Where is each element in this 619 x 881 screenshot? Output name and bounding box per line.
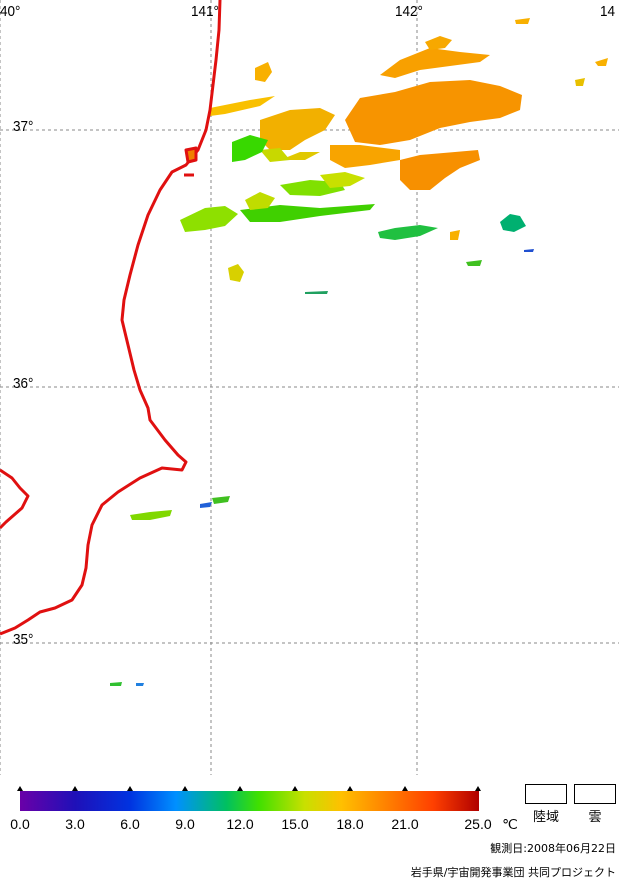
cloud-legend-swatch [574, 784, 616, 804]
legend-tick [402, 786, 408, 791]
legend-tick-label: 9.0 [175, 816, 195, 832]
coastline [0, 0, 222, 636]
legend-tick-label: 12.0 [226, 816, 254, 832]
legend-tick [237, 786, 243, 791]
legend-tick [475, 786, 481, 791]
legend-tick-label: 15.0 [281, 816, 309, 832]
legend-tick-label: 21.0 [391, 816, 419, 832]
legend-tick [347, 786, 353, 791]
lat-label-37: 37° [13, 118, 34, 135]
credit-text: 岩手県/宇宙開発事業団 共同プロジェクト [410, 866, 616, 879]
legend-tick [17, 786, 23, 791]
cloud-legend-label: 雲 [588, 810, 602, 825]
sea-temperature-map [0, 0, 619, 775]
legend-tick-label: 18.0 [336, 816, 364, 832]
land-legend-swatch [525, 784, 567, 804]
lon-label-140: 40° [0, 3, 21, 20]
lon-label-143: 14 [600, 3, 616, 20]
legend-tick-label: 25.0 [464, 816, 492, 832]
legend-tick [127, 786, 133, 791]
legend-tick-label: 0.0 [10, 816, 30, 832]
graticule [0, 0, 619, 775]
color-scale-bar [20, 791, 479, 811]
land-legend-label: 陸域 [532, 810, 560, 825]
lat-label-36: 36° [13, 375, 34, 392]
lat-label-35: 35° [13, 631, 34, 648]
legend-tick [182, 786, 188, 791]
lon-label-142: 142° [395, 3, 423, 20]
observation-date: 観測日:2008年06月22日 [490, 842, 616, 855]
legend-tick [292, 786, 298, 791]
legend-unit: ℃ [502, 816, 518, 832]
legend-tick [72, 786, 78, 791]
legend-tick-label: 3.0 [65, 816, 85, 832]
legend-tick-label: 6.0 [120, 816, 140, 832]
temperature-patches [110, 18, 608, 686]
lon-label-141: 141° [191, 3, 219, 20]
